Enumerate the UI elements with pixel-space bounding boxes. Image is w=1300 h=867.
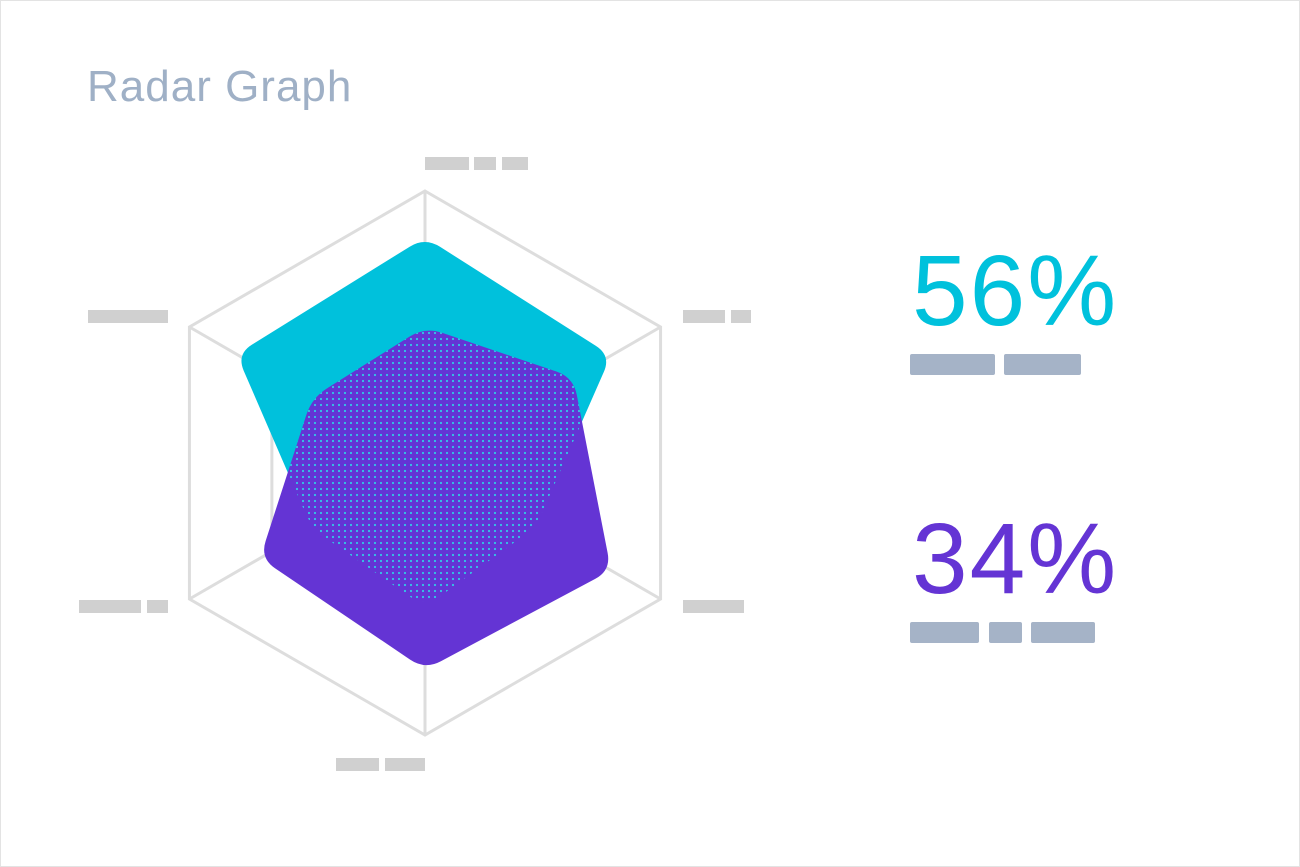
grid-spoke [188,550,273,601]
axis-label-placeholder [683,310,725,323]
radar-series [241,241,609,666]
axis-label-placeholder [88,310,168,323]
axis-labels [79,157,751,771]
chart-title: Radar Graph [87,62,353,111]
stat-caption-placeholder [1004,354,1081,375]
axis-label-placeholder [474,157,496,170]
stat-caption-placeholder [1031,622,1095,643]
axis-label-placeholder [336,758,379,771]
axis-label-placeholder [147,600,168,613]
radar-chart [79,157,751,771]
axis-label-placeholder [79,600,141,613]
axis-label-placeholder [385,758,425,771]
stat-caption-placeholder [910,354,995,375]
axis-label-placeholder [425,157,469,170]
axis-label-placeholder [683,600,744,613]
stat-caption-placeholder [910,622,979,643]
axis-label-placeholder [502,157,528,170]
stat-value-secondary: 34% [912,503,1119,615]
stat-value-primary: 56% [912,235,1119,347]
axis-label-placeholder [731,310,751,323]
stat-caption-placeholder [989,622,1022,643]
